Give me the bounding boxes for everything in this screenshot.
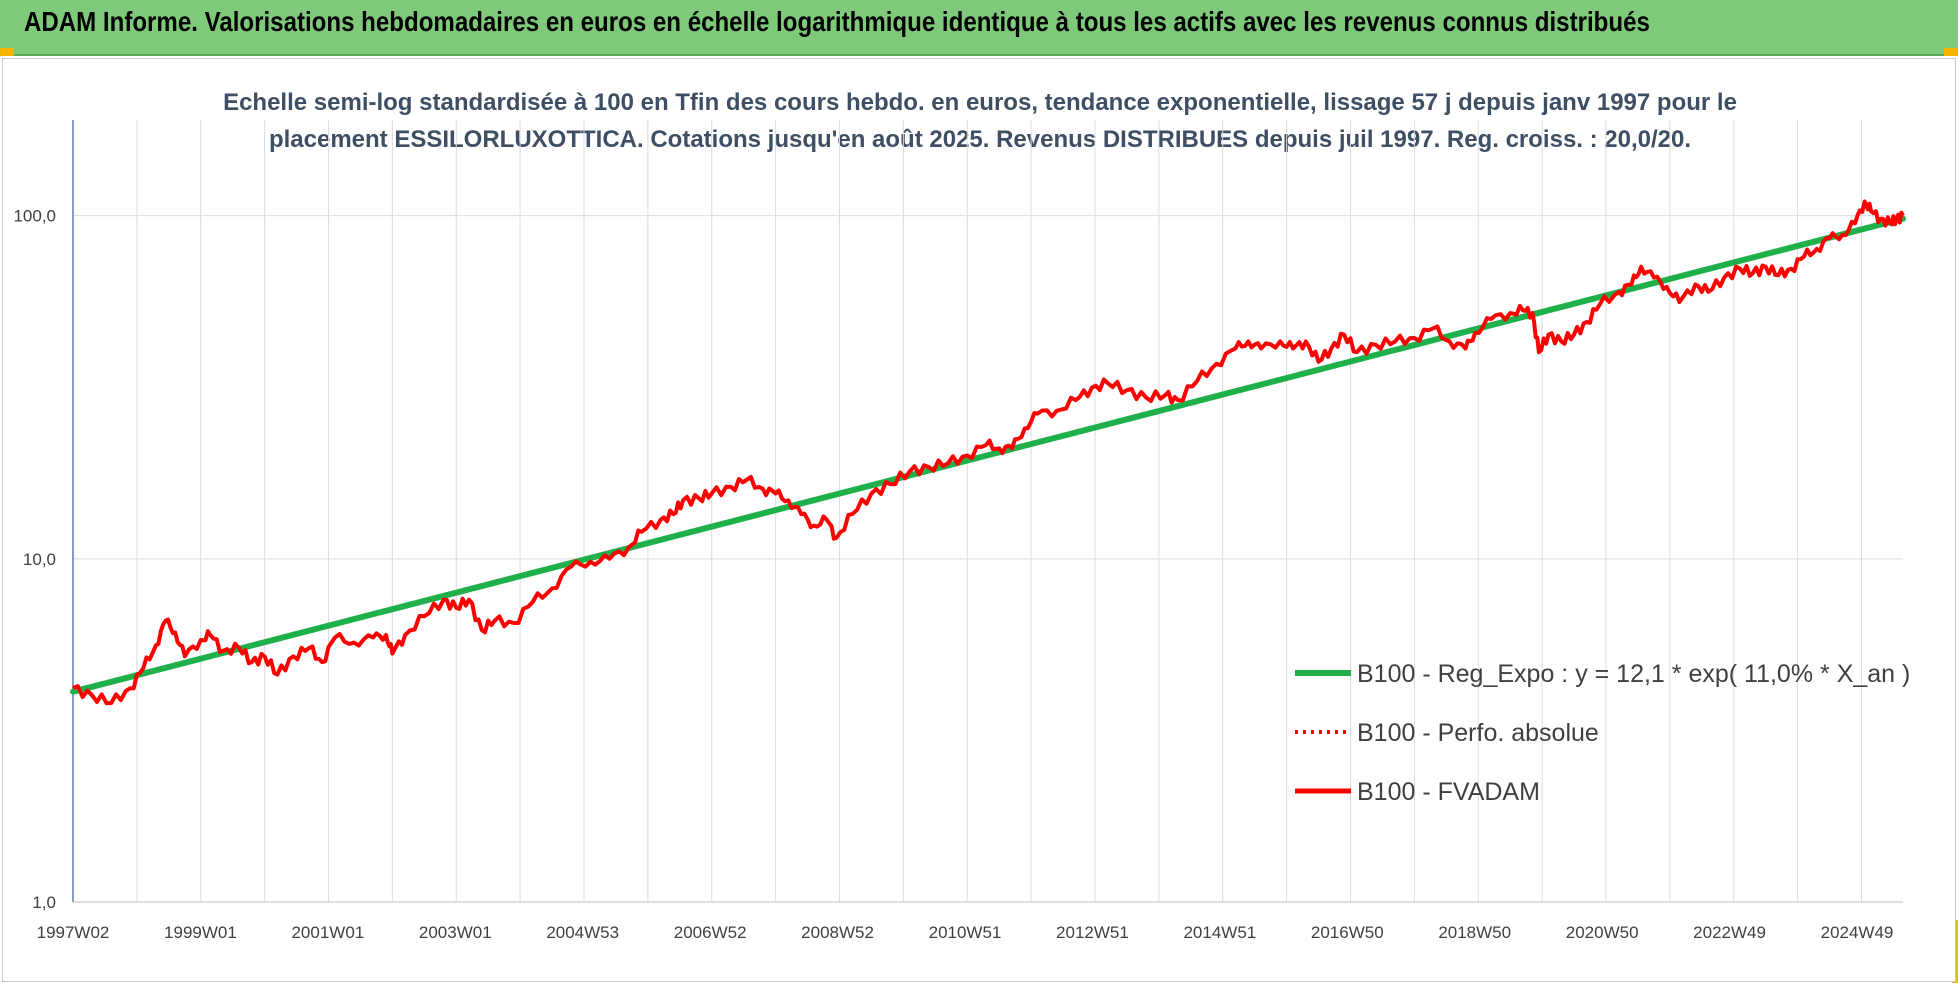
x-tick-label: 1999W01 bbox=[164, 923, 237, 942]
x-tick-label: 2022W49 bbox=[1693, 923, 1766, 942]
y-tick-label: 10,0 bbox=[23, 550, 56, 569]
x-tick-label: 2020W50 bbox=[1566, 923, 1639, 942]
banner-title: ADAM Informe. Valorisations hebdomadaire… bbox=[24, 6, 1650, 37]
vertical-gridlines bbox=[136, 120, 1862, 902]
legend-label: B100 - Reg_Expo : y = 12,1 * exp( 11,0% … bbox=[1357, 660, 1910, 688]
legend-label: B100 - Perfo. absolue bbox=[1357, 719, 1599, 747]
legend: B100 - Reg_Expo : y = 12,1 * exp( 11,0% … bbox=[1295, 660, 1910, 806]
axes bbox=[72, 120, 1903, 903]
y-tick-label: 1,0 bbox=[32, 893, 56, 912]
x-tick-label: 2024W49 bbox=[1821, 923, 1894, 942]
legend-label: B100 - FVADAM bbox=[1357, 778, 1540, 806]
series-line-regression bbox=[70, 215, 1906, 695]
x-tick-label: 2016W50 bbox=[1311, 923, 1384, 942]
x-tick-label: 2003W01 bbox=[419, 923, 492, 942]
x-tick-label: 2004W53 bbox=[546, 923, 619, 942]
horizontal-gridlines bbox=[73, 215, 1903, 560]
x-tick-label: 2006W52 bbox=[674, 923, 747, 942]
y-tick-labels: 1,0 10,0 100,0 bbox=[13, 207, 56, 912]
x-tick-label: 2008W52 bbox=[801, 923, 874, 942]
chart-frame bbox=[2, 58, 1956, 982]
chart-subtitle-line-2: placement ESSILORLUXOTTICA. Cotations ju… bbox=[268, 126, 1692, 153]
chart-subtitle-line-1: Echelle semi-log standardisée à 100 en T… bbox=[223, 89, 1737, 116]
header-banner: ADAM Informe. Valorisations hebdomadaire… bbox=[0, 0, 1958, 56]
x-tick-label: 2014W51 bbox=[1183, 923, 1256, 942]
x-tick-label: 1997W02 bbox=[37, 923, 110, 942]
x-tick-label: 2010W51 bbox=[929, 923, 1002, 942]
x-tick-labels: 1997W02 1999W01 2001W01 2003W01 2004W53 2006W… bbox=[37, 923, 1894, 942]
chart-subtitle: Echelle semi-log standardisée à 100 en T… bbox=[180, 84, 1780, 158]
corner-marker-top-left bbox=[0, 48, 14, 56]
corner-marker-top-right bbox=[1944, 48, 1958, 56]
x-tick-label: 2018W50 bbox=[1438, 923, 1511, 942]
x-tick-label: 2001W01 bbox=[291, 923, 364, 942]
x-tick-label: 2012W51 bbox=[1056, 923, 1129, 942]
series-lines bbox=[70, 199, 1906, 706]
series-line-fvadam bbox=[72, 199, 1905, 706]
y-tick-label: 100,0 bbox=[13, 207, 56, 226]
